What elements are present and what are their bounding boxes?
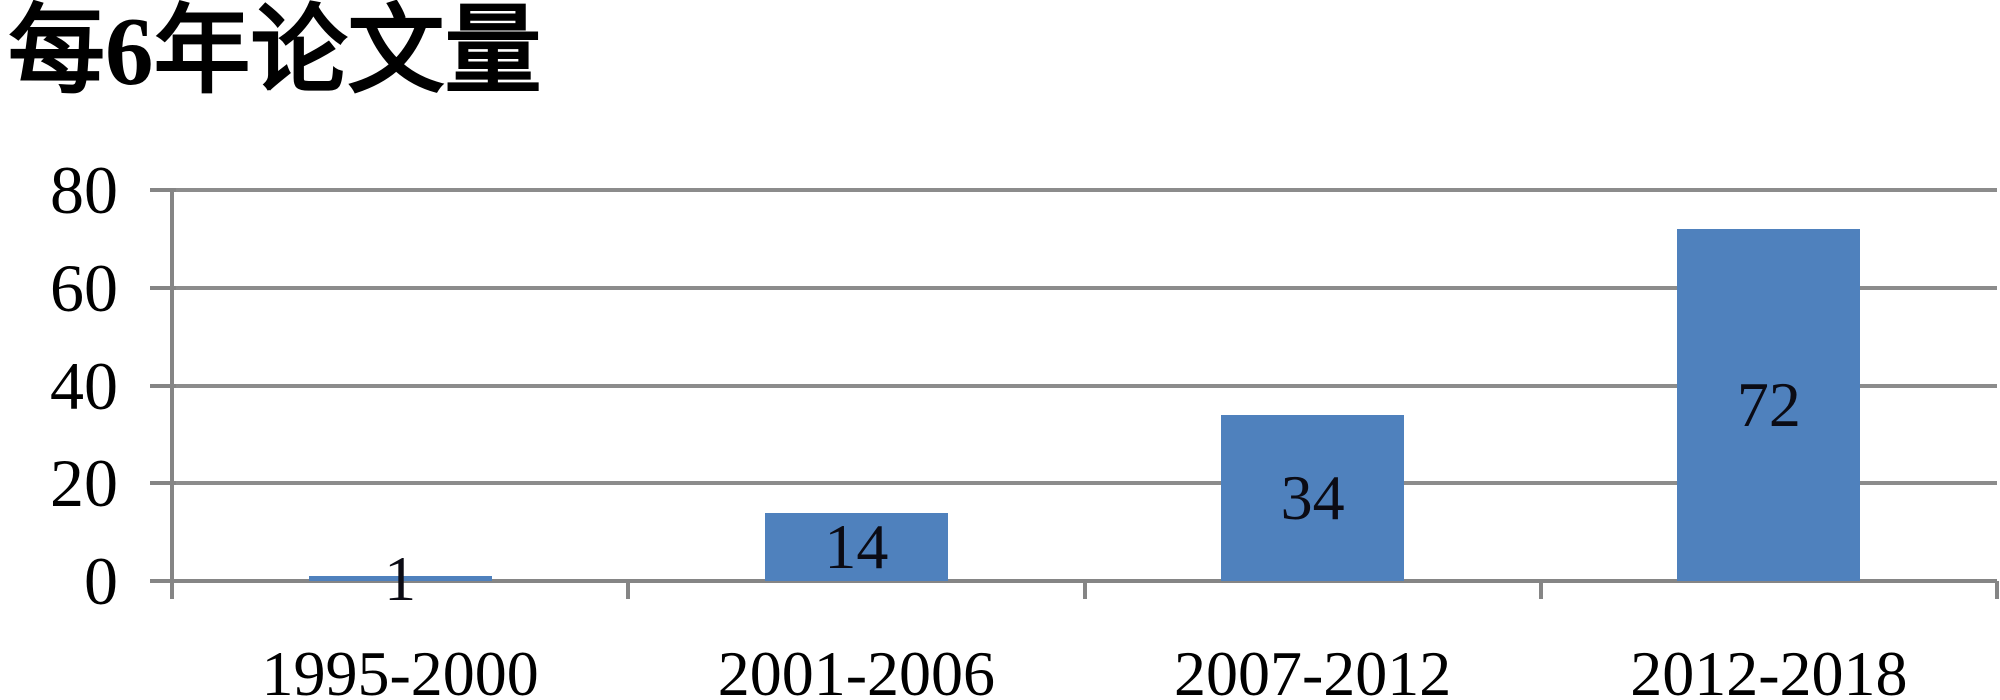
x-axis-category-label: 2007-2012 [1173,638,1452,700]
x-axis-tick [1082,581,1087,599]
bar-value-label: 72 [1736,369,1801,441]
y-axis-tick [150,383,176,388]
y-axis-tick-label: 60 [50,249,118,326]
chart-title: 每6年论文量 [8,0,542,105]
gridline [172,481,1997,486]
gridline [172,383,1997,388]
y-axis-tick [150,285,176,290]
gridline [172,285,1997,290]
y-axis-tick [150,188,176,192]
bar [1677,229,1861,581]
x-axis-tick [626,581,631,599]
y-axis-tick [150,481,176,486]
y-axis-tick-label: 0 [84,543,118,619]
bar [1221,414,1405,581]
x-axis-category-label: 2001-2006 [717,638,996,700]
bar-value-label: 34 [1280,461,1345,533]
x-axis-category-label: 1995-2000 [261,638,539,700]
y-axis-tick-label: 80 [50,152,118,228]
y-axis-tick-label: 20 [50,445,118,522]
x-axis-tick [1995,581,1999,599]
y-axis-tick-label: 40 [50,347,118,424]
bar [764,512,948,581]
bar-value-label: 14 [824,510,889,582]
x-axis-category-label: 2012-2018 [1630,638,1908,700]
bar-value-label: 1 [384,542,417,614]
gridline [172,188,1997,192]
y-axis-tick [150,579,176,583]
bar [308,576,492,581]
x-axis-tick [1538,581,1543,599]
y-axis-line [170,188,174,599]
